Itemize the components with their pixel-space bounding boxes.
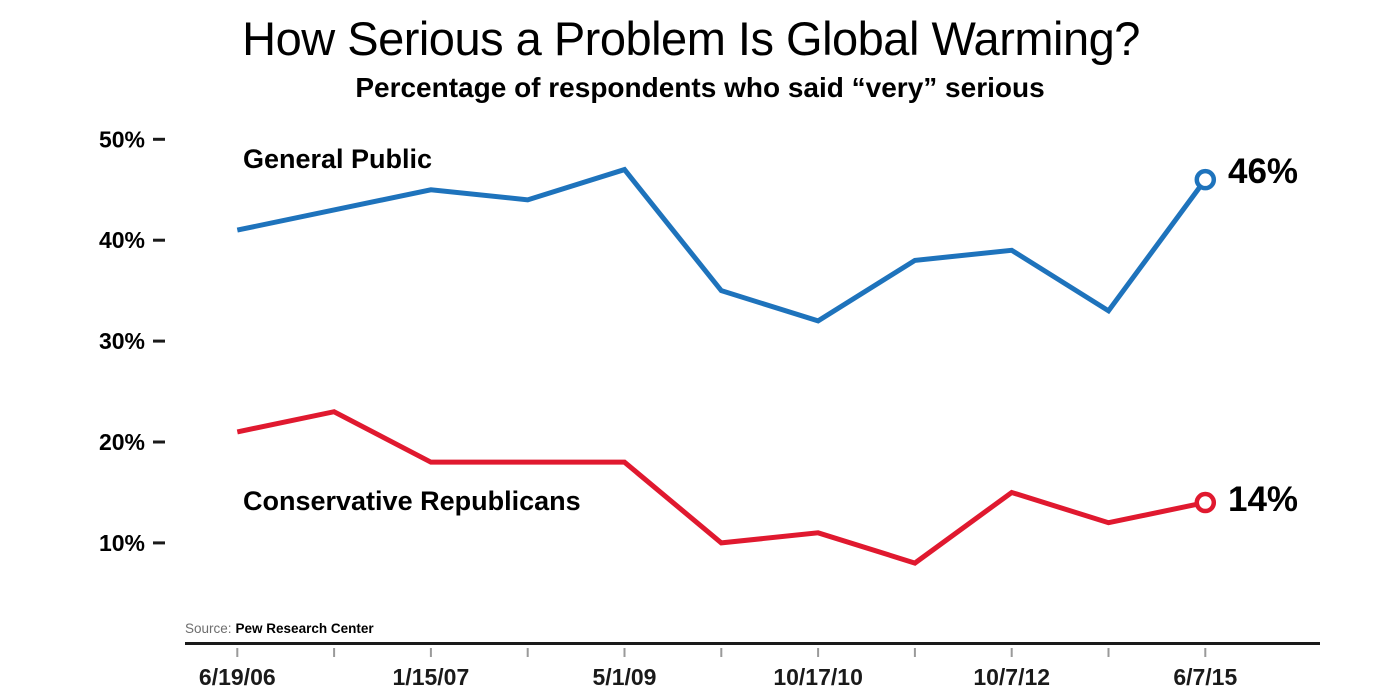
x-axis-tick	[236, 648, 239, 657]
source-line: Source: Pew Research Center	[185, 621, 374, 636]
end-marker-general-public	[1194, 168, 1217, 191]
x-axis-tick	[817, 648, 820, 657]
x-axis-tick	[1204, 648, 1207, 657]
x-axis-label-10-17-10: 10/17/10	[773, 664, 863, 690]
chart-title: How Serious a Problem Is Global Warming?	[242, 12, 1140, 65]
series-line-general-public	[236, 166, 1208, 324]
x-axis-line	[185, 642, 1320, 645]
source-prefix: Source:	[185, 621, 232, 636]
chart-subtitle: Percentage of respondents who said “very…	[355, 72, 1045, 103]
x-axis-tick	[1010, 648, 1013, 657]
source-name: Pew Research Center	[235, 621, 374, 636]
y-axis-dash	[153, 238, 165, 242]
x-axis-label-10-7-12: 10/7/12	[973, 664, 1050, 690]
series-line-conservative-republicans	[236, 409, 1206, 566]
x-axis-label-6-7-15: 6/7/15	[1173, 664, 1237, 690]
x-axis-tick	[1107, 648, 1110, 657]
series-label-conservative-republicans: Conservative Republicans	[243, 486, 581, 516]
end-value-label-conservative-republicans: 14%	[1228, 480, 1299, 519]
y-axis-label-10: 10%	[99, 530, 145, 556]
x-axis-tick	[913, 648, 916, 657]
x-axis-label-1-15-07: 1/15/07	[393, 664, 470, 690]
y-axis-label-30: 30%	[99, 328, 145, 354]
y-axis-dash	[153, 339, 165, 343]
y-axis-dash	[153, 541, 165, 545]
x-axis-tick	[526, 648, 529, 657]
end-value-label-general-public: 46%	[1228, 152, 1299, 191]
x-axis-tick	[333, 648, 336, 657]
x-axis-tick	[429, 648, 432, 657]
y-axis-dash	[153, 137, 165, 141]
x-axis-tick	[720, 648, 723, 657]
y-axis-label-20: 20%	[99, 429, 145, 455]
x-axis-label-6-19-06: 6/19/06	[199, 664, 276, 690]
series-label-general-public: General Public	[243, 144, 433, 174]
x-axis-tick	[623, 648, 626, 657]
y-axis-dash	[153, 440, 165, 444]
x-axis-label-5-1-09: 5/1/09	[593, 664, 657, 690]
y-axis-label-50: 50%	[99, 126, 145, 152]
end-marker-conservative-republicans	[1194, 491, 1217, 514]
y-axis-label-40: 40%	[99, 227, 145, 253]
